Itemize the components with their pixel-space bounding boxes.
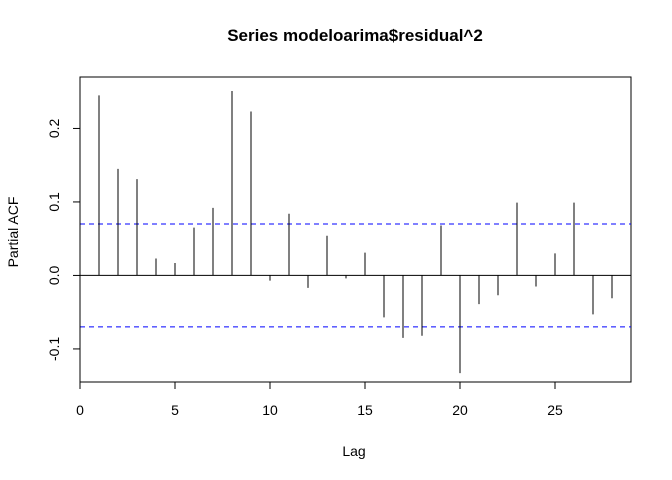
x-tick-label: 15 bbox=[357, 402, 373, 418]
x-tick-label: 0 bbox=[76, 402, 84, 418]
chart-title: Series modeloarima$residual^2 bbox=[227, 26, 483, 45]
x-tick-label: 20 bbox=[452, 402, 468, 418]
y-tick-label: 0.0 bbox=[46, 265, 62, 285]
plot-frame bbox=[79, 76, 632, 383]
y-tick-label: 0.2 bbox=[46, 119, 62, 139]
x-tick-label: 25 bbox=[547, 402, 563, 418]
x-axis-label: Lag bbox=[342, 443, 365, 459]
x-tick-label: 10 bbox=[262, 402, 278, 418]
y-tick-label: -0.1 bbox=[46, 337, 62, 361]
chart-marks: 0 5 10 15 20 25 -0.1 0.0 0.1 0.2 bbox=[46, 90, 631, 418]
y-tick-label: 0.1 bbox=[46, 192, 62, 212]
y-axis-label: Partial ACF bbox=[5, 197, 21, 268]
x-tick-label: 5 bbox=[171, 402, 179, 418]
